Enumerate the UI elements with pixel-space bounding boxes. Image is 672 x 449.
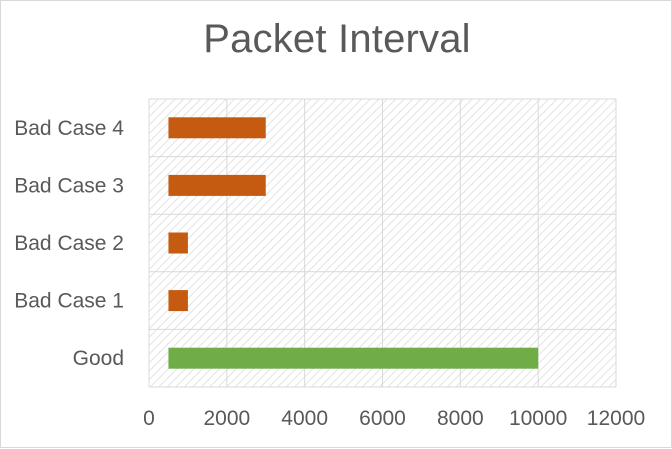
chart-title: Packet Interval [203,17,471,61]
x-tick-label: 10000 [509,407,567,430]
y-category-label: Bad Case 2 [14,232,124,255]
x-tick-label: 12000 [587,407,645,430]
y-category-label: Good [73,347,124,370]
bar-bad-case-2 [168,232,188,254]
x-tick-label: 8000 [437,407,484,430]
bar-bad-case-4 [168,117,266,139]
x-tick-label: 4000 [281,407,328,430]
y-category-label: Bad Case 3 [14,174,124,197]
x-tick-label: 2000 [203,407,250,430]
bar-bad-case-3 [168,174,266,196]
y-category-label: Bad Case 1 [14,290,124,313]
bar-good [168,347,539,369]
y-category-label: Bad Case 4 [14,117,124,140]
x-tick-label: 0 [143,407,155,430]
x-tick-label: 6000 [359,407,406,430]
bar-bad-case-1 [168,290,188,312]
